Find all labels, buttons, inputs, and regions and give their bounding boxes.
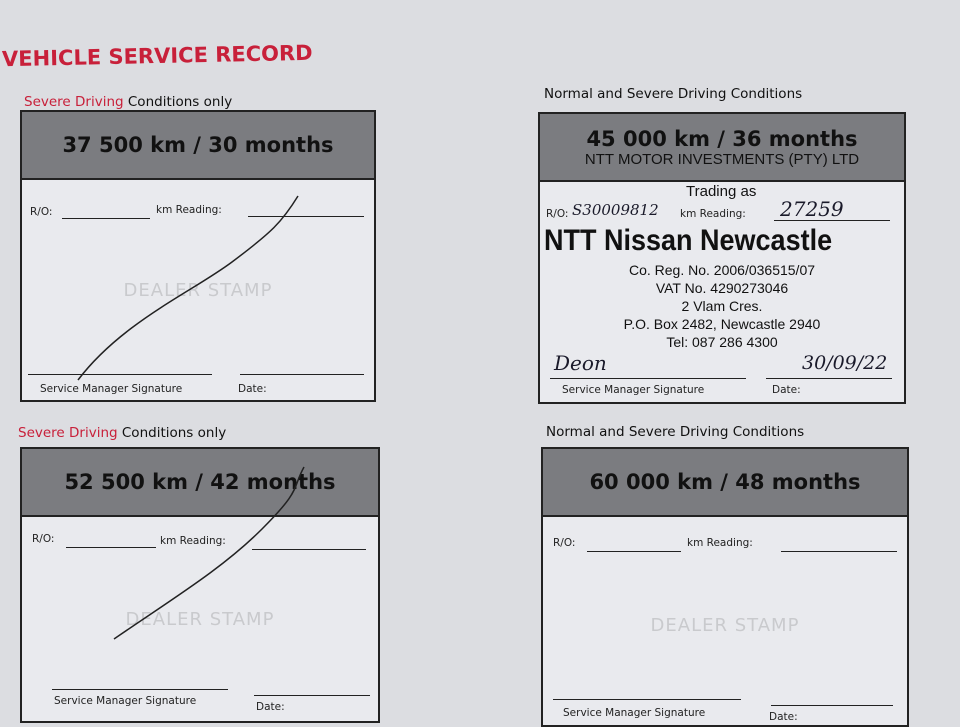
card-caption: Normal and Severe Driving Conditions bbox=[546, 424, 804, 440]
caption-red: Severe Driving bbox=[24, 94, 124, 110]
km-line bbox=[774, 220, 890, 221]
date-label: Date: bbox=[256, 701, 285, 713]
km-line bbox=[252, 549, 366, 550]
date-label: Date: bbox=[238, 383, 267, 395]
km-label: km Reading: bbox=[687, 537, 753, 549]
caption-rest: Normal and Severe Driving Conditions bbox=[546, 424, 805, 440]
stamp-details: Co. Reg. No. 2006/036515/07 VAT No. 4290… bbox=[540, 261, 904, 351]
sig-line bbox=[52, 689, 228, 690]
date-line bbox=[254, 695, 370, 696]
sig-label: Service Manager Signature bbox=[40, 383, 183, 395]
interval-header: 37 500 km / 30 months bbox=[22, 112, 374, 180]
service-card-3: 52 500 km / 42 months R/O: km Reading: D… bbox=[20, 447, 380, 723]
ro-line bbox=[587, 551, 681, 552]
stamp-tel: Tel: 087 286 4300 bbox=[666, 334, 778, 350]
ro-label: R/O: bbox=[30, 206, 53, 218]
caption-rest: Normal and Severe Driving Conditions bbox=[544, 86, 803, 102]
km-line bbox=[781, 551, 897, 552]
caption-rest: Conditions only bbox=[123, 94, 233, 110]
interval-text: 45 000 km / 36 months bbox=[586, 126, 858, 151]
service-card-2: 45 000 km / 36 months NTT MOTOR INVESTME… bbox=[538, 112, 906, 404]
date-line bbox=[240, 374, 364, 375]
caption-red: Severe Driving bbox=[18, 425, 118, 441]
service-card-1: 37 500 km / 30 months R/O: km Reading: D… bbox=[20, 110, 376, 402]
page-title: VEHICLE SERVICE RECORD bbox=[1, 40, 313, 72]
handwritten-km: 27259 bbox=[780, 197, 844, 221]
dealer-stamp-watermark: DEALER STAMP bbox=[650, 615, 800, 636]
stamp-trading: Trading as bbox=[686, 183, 757, 200]
ro-line bbox=[62, 218, 150, 219]
strike-through-line bbox=[77, 195, 299, 381]
strike-through-line bbox=[113, 466, 305, 640]
date-line bbox=[766, 378, 892, 379]
stamp-vat: VAT No. 4290273046 bbox=[655, 280, 789, 296]
date-line bbox=[771, 705, 893, 706]
date-label: Date: bbox=[772, 384, 801, 396]
handwritten-date: 30/09/22 bbox=[802, 352, 888, 374]
card-caption: Severe Driving Conditions only bbox=[18, 425, 226, 441]
handwritten-signature: Deon bbox=[554, 351, 607, 375]
dealer-stamp-watermark: DEALER STAMP bbox=[123, 280, 273, 301]
card-caption: Severe Driving Conditions only bbox=[24, 94, 232, 110]
interval-header: 52 500 km / 42 months bbox=[22, 449, 378, 517]
caption-rest: Conditions only bbox=[117, 425, 227, 441]
km-label: km Reading: bbox=[680, 208, 746, 220]
dealer-stamp-watermark: DEALER STAMP bbox=[125, 609, 275, 630]
service-card-4: 60 000 km / 48 months R/O: km Reading: D… bbox=[541, 447, 909, 727]
sig-line bbox=[550, 378, 746, 379]
stamp-street: 2 Vlam Cres. bbox=[681, 298, 763, 314]
km-line bbox=[248, 216, 364, 217]
sig-label: Service Manager Signature bbox=[563, 707, 706, 719]
handwritten-ro: S30009812 bbox=[572, 201, 659, 219]
sig-line bbox=[28, 374, 212, 375]
ro-line bbox=[66, 547, 156, 548]
date-label: Date: bbox=[769, 711, 798, 723]
interval-header: 45 000 km / 36 months NTT MOTOR INVESTME… bbox=[540, 114, 904, 182]
ro-label: R/O: bbox=[553, 537, 576, 549]
km-label: km Reading: bbox=[156, 204, 222, 216]
sig-label: Service Manager Signature bbox=[54, 695, 197, 707]
sig-label: Service Manager Signature bbox=[562, 384, 705, 396]
card-caption: Normal and Severe Driving Conditions bbox=[544, 86, 802, 102]
sig-line bbox=[553, 699, 741, 700]
stamp-box: P.O. Box 2482, Newcastle 2940 bbox=[623, 316, 821, 332]
ro-label: R/O: bbox=[546, 208, 569, 220]
ro-label: R/O: bbox=[32, 533, 55, 545]
km-label: km Reading: bbox=[160, 535, 226, 547]
stamp-company: NTT MOTOR INVESTMENTS (PTY) LTD bbox=[584, 150, 860, 168]
stamp-reg: Co. Reg. No. 2006/036515/07 bbox=[628, 262, 816, 278]
interval-header: 60 000 km / 48 months bbox=[543, 449, 907, 517]
stamp-name: NTT Nissan Newcastle bbox=[544, 224, 833, 257]
